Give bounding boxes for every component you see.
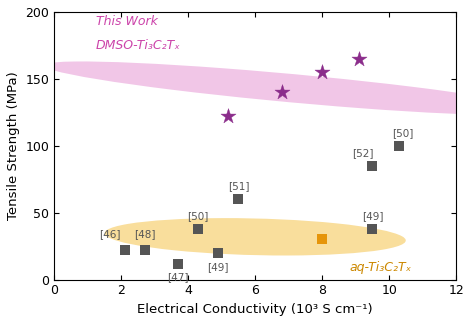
Ellipse shape: [44, 61, 471, 115]
Text: [49]: [49]: [362, 211, 383, 221]
Text: [50]: [50]: [392, 128, 413, 138]
Point: [369, 163, 376, 169]
Text: aq-Ti₃C₂Tₓ: aq-Ti₃C₂Tₓ: [349, 261, 411, 274]
X-axis label: Electrical Conductivity (10³ S cm⁻¹): Electrical Conductivity (10³ S cm⁻¹): [138, 303, 373, 316]
Text: This Work: This Work: [96, 15, 158, 28]
Point: [369, 226, 376, 231]
Text: [52]: [52]: [352, 148, 373, 158]
Point: [141, 248, 148, 253]
Text: [46]: [46]: [99, 229, 120, 239]
Y-axis label: Tensile Strength (MPa): Tensile Strength (MPa): [7, 71, 20, 220]
Point: [225, 114, 232, 119]
Text: [50]: [50]: [187, 211, 209, 221]
Text: [48]: [48]: [134, 229, 155, 239]
Point: [278, 90, 286, 95]
Ellipse shape: [105, 218, 406, 255]
Point: [215, 250, 222, 255]
Text: [51]: [51]: [227, 181, 249, 191]
Point: [396, 143, 403, 148]
Point: [318, 237, 326, 242]
Point: [174, 261, 182, 266]
Text: [47]: [47]: [167, 272, 189, 282]
Point: [121, 248, 128, 253]
Text: DMSO-Ti₃C₂Tₓ: DMSO-Ti₃C₂Tₓ: [96, 39, 181, 52]
Point: [318, 69, 326, 75]
Point: [195, 226, 202, 231]
Point: [355, 56, 363, 61]
Text: [49]: [49]: [208, 262, 229, 272]
Point: [235, 197, 242, 202]
